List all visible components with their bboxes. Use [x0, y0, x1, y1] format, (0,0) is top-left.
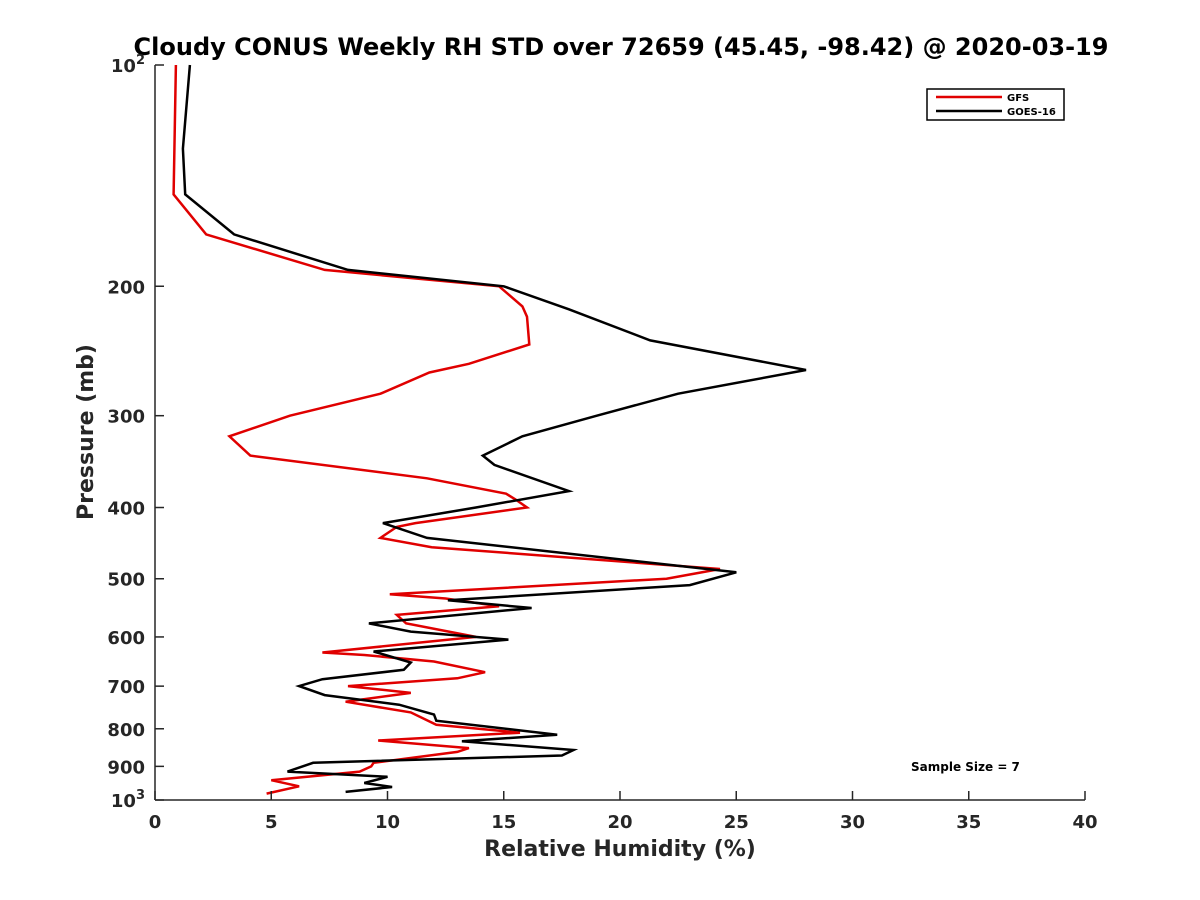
legend-label-gfs: GFS — [1007, 93, 1029, 104]
y-tick-label: 103 — [111, 788, 145, 812]
x-axis-ticks: 0 5 10 15 20 25 30 35 40 — [149, 791, 1098, 833]
chart-title: Cloudy CONUS Weekly RH STD over 72659 (4… — [134, 33, 1109, 61]
y-tick-label: 300 — [107, 407, 145, 428]
x-tick-label: 5 — [265, 812, 278, 833]
x-tick-label: 35 — [956, 812, 981, 833]
y-tick-label: 500 — [107, 570, 145, 591]
y-axis-label: Pressure (mb) — [74, 344, 99, 520]
y-tick-label: 800 — [107, 720, 145, 741]
y-tick-label: 400 — [107, 499, 145, 520]
y-tick-label: 600 — [107, 628, 145, 649]
series-line-goes16 — [181, 64, 807, 794]
plot-area: 0 5 10 15 20 25 30 35 40 102 200 300 400 500 600 700 80… — [107, 53, 1097, 833]
x-axis-label: Relative Humidity (%) — [484, 837, 756, 862]
x-tick-label: 30 — [840, 812, 865, 833]
series-line-gfs — [172, 64, 721, 795]
legend: GFS GOES-16 — [926, 88, 1065, 121]
y-tick-label: 200 — [107, 277, 145, 298]
sample-size-annotation: Sample Size = 7 — [911, 760, 1020, 774]
x-tick-label: 10 — [375, 812, 400, 833]
x-tick-label: 25 — [724, 812, 749, 833]
y-axis-ticks: 102 200 300 400 500 600 700 800 900 103 — [107, 53, 164, 812]
legend-box — [926, 88, 1065, 121]
y-tick-label: 102 — [111, 53, 145, 77]
series-layer — [172, 64, 807, 795]
legend-label-goes16: GOES-16 — [1007, 107, 1056, 118]
x-tick-label: 0 — [149, 812, 162, 833]
y-tick-label: 700 — [107, 677, 145, 698]
x-tick-label: 40 — [1072, 812, 1097, 833]
y-tick-label: 900 — [107, 757, 145, 778]
x-tick-label: 20 — [607, 812, 632, 833]
x-tick-label: 15 — [491, 812, 516, 833]
plot-background — [155, 65, 1085, 800]
